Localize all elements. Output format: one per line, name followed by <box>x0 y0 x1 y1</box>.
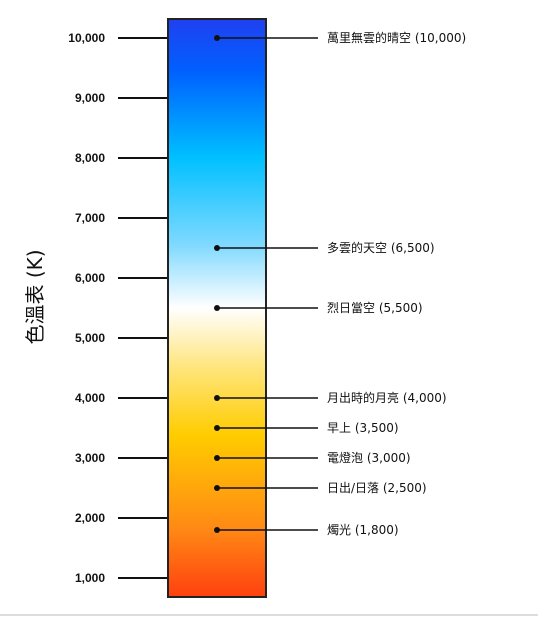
tick-label: 7,000 <box>75 211 105 225</box>
annotation-label: 多雲的天空 (6,500) <box>327 240 435 255</box>
tick-label: 9,000 <box>75 91 105 105</box>
annotation-label: 烈日當空 (5,500) <box>327 301 423 315</box>
tick-group: 10,000 9,000 8,000 7,000 6,000 5,000 4,000 3,00… <box>68 31 168 585</box>
tick-label: 4,000 <box>75 391 105 405</box>
tick-label: 5,000 <box>75 331 105 345</box>
tick-label: 3,000 <box>75 451 105 465</box>
bottom-border <box>0 614 538 616</box>
annotation-label: 電燈泡 (3,000) <box>327 450 411 465</box>
axis-title: 色溫表 (K) <box>23 249 47 344</box>
tick-label: 1,000 <box>75 571 105 585</box>
annotation-label: 日出/日落 (2,500) <box>327 481 427 495</box>
tick-label: 6,000 <box>75 271 105 285</box>
annotation-label: 早上 (3,500) <box>327 421 399 435</box>
annotation-label: 萬里無雲的晴空 (10,000) <box>327 30 466 45</box>
tick-label: 2,000 <box>75 511 105 525</box>
tick-label: 10,000 <box>68 31 105 45</box>
annotation-label: 燭光 (1,800) <box>327 523 399 537</box>
tick-label: 8,000 <box>75 151 105 165</box>
annotation-label: 月出時的月亮 (4,000) <box>327 390 447 405</box>
annotation-group: 萬里無雲的晴空 (10,000) 多雲的天空 (6,500) 烈日當空 (5,500… <box>214 30 466 537</box>
